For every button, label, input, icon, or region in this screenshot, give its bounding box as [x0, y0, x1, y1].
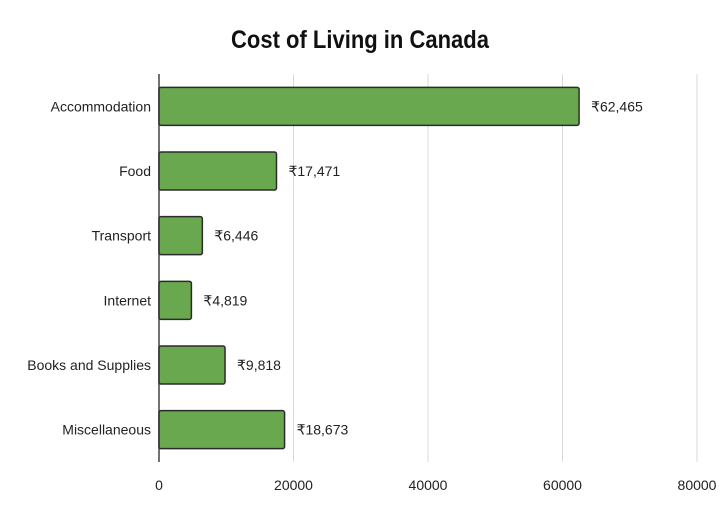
category-label: Food — [119, 163, 151, 179]
x-tick-label: 40000 — [409, 477, 448, 493]
x-tick-label: 20000 — [274, 477, 313, 493]
value-label: ₹18,673 — [297, 422, 349, 438]
value-label: ₹4,819 — [203, 292, 247, 308]
bar — [158, 151, 278, 191]
bar — [158, 86, 580, 127]
bar — [158, 215, 204, 256]
grid-lines — [293, 74, 698, 462]
bar — [158, 280, 193, 321]
category-label: Internet — [104, 292, 152, 308]
value-label: ₹17,471 — [288, 163, 340, 179]
bar — [158, 409, 286, 450]
value-label: ₹62,465 — [591, 98, 643, 114]
category-label: Miscellaneous — [62, 422, 151, 438]
bar — [158, 345, 226, 385]
value-label: ₹9,818 — [237, 357, 281, 373]
chart-title: Cost of Living in Canada — [231, 26, 489, 54]
value-label: ₹6,446 — [214, 228, 258, 244]
x-tick-labels: 0 20000 40000 60000 80000 — [155, 477, 717, 493]
x-tick-label: 60000 — [543, 477, 582, 493]
category-label: Transport — [92, 228, 152, 244]
value-labels: ₹62,465 ₹17,471 ₹6,446 ₹4,819 ₹9,818 ₹18,673 — [203, 98, 643, 437]
bars — [158, 86, 580, 450]
x-tick-label: 0 — [155, 477, 163, 493]
x-tick-label: 80000 — [678, 477, 717, 493]
category-label: Accommodation — [51, 98, 151, 114]
category-labels: Accommodation Food Transport Internet Books … — [27, 98, 151, 437]
category-label: Books and Supplies — [27, 357, 151, 373]
